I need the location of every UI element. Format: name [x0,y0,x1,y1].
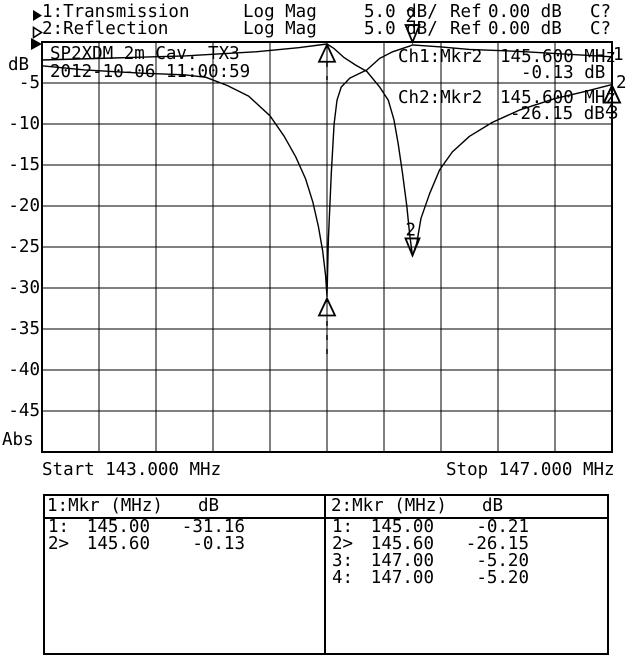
channel1-cal-status: C? [590,2,612,22]
plot-title: SP2XDM 2m Cav. TX3 [50,44,240,64]
y-tick-label: -25 [8,237,40,257]
marker-2-trace2-label: 2 [406,220,417,240]
x-axis-start-label: Start 143.000 MHz [42,460,222,480]
x-axis-stop-label: Stop 147.000 MHz [446,460,615,480]
ch1-marker-readout-value: -0.13 dB [521,63,606,83]
channel2-format: Log Mag [243,19,317,39]
y-tick-label: -35 [8,319,40,339]
y-tick-label: -5 [18,73,40,93]
y-tick-label: -10 [8,114,40,134]
marker-row-index: 1: [48,517,70,537]
channel2-ref-label: Ref [450,19,482,39]
marker-row-db-value: -26.15 [465,534,529,554]
y-axis-unit-label: dB [8,55,30,75]
marker-row-db-value: -0.21 [476,517,529,537]
channel2-scale: 5.0 dB/ [364,19,438,39]
y-tick-label: -45 [8,401,40,421]
marker-table: 1:Mkr (MHz) dB 2:Mkr (MHz) dB 1: 145.00 -3… [43,494,609,655]
channel2-ref-value: 0.00 dB [488,19,562,39]
ch2-marker-readout-label: Ch2:Mkr2 [398,88,483,108]
marker-table-right-header: 2:Mkr (MHz) [331,496,447,516]
marker-row-frequency: 145.60 [370,534,434,554]
y-tick-label: -40 [8,360,40,380]
marker-1-trace2-triangle-icon [317,42,337,63]
marker-row-index: 3: [332,551,354,571]
channel2-cal-status: C? [590,19,612,39]
y-tick-label: -15 [8,155,40,175]
y-tick-label: -20 [8,196,40,216]
marker-2-trace2-triangle-icon [404,237,421,258]
marker-row-frequency: 147.00 [370,551,434,571]
marker-row-index: 4: [332,568,354,588]
trace2-edge-indicator: 2 [616,73,627,93]
channel1-scale: 5.0 dB/ [364,2,438,22]
plot-timestamp: 2012-10-06 11:00:59 [50,62,251,82]
channel1-ref-value: 0.00 dB [488,2,562,22]
marker-row-db-value: -5.20 [476,551,529,571]
marker-table-left-header: 1:Mkr (MHz) [47,496,163,516]
marker-1-trace1-triangle-icon [317,296,337,317]
marker-table-header-separator [45,517,607,519]
channel2-inactive-arrow-icon [32,24,44,43]
channel1-active-arrow-icon [32,7,43,26]
marker-row-db-value: -0.13 [192,534,245,554]
ch2-marker-readout-value: -26.15 dB [510,104,605,124]
marker-row-index: 2> [48,534,70,554]
channel2-label: 2:Reflection [42,19,169,39]
marker-table-right-db-header: dB [482,496,504,516]
marker-row-frequency: 147.00 [370,568,434,588]
marker-table-divider [324,496,326,653]
marker-row-frequency: 145.60 [86,534,150,554]
marker-table-left-db-header: dB [198,496,220,516]
marker-row-frequency: 145.00 [86,517,150,537]
y-axis-bottom-label: Abs [2,430,34,450]
channel1-label: 1:Transmission [42,2,190,22]
ch1-marker-readout-label: Ch1:Mkr2 [398,47,483,67]
marker-row-frequency: 145.00 [370,517,434,537]
marker-row-db-value: -31.16 [181,517,245,537]
marker-row-index: 1: [332,517,354,537]
channel1-ref-label: Ref [450,2,482,22]
y-tick-label: -30 [8,278,40,298]
channel1-format: Log Mag [243,2,317,22]
marker-row-index: 2> [332,534,354,554]
marker-row-db-value: -5.20 [476,568,529,588]
